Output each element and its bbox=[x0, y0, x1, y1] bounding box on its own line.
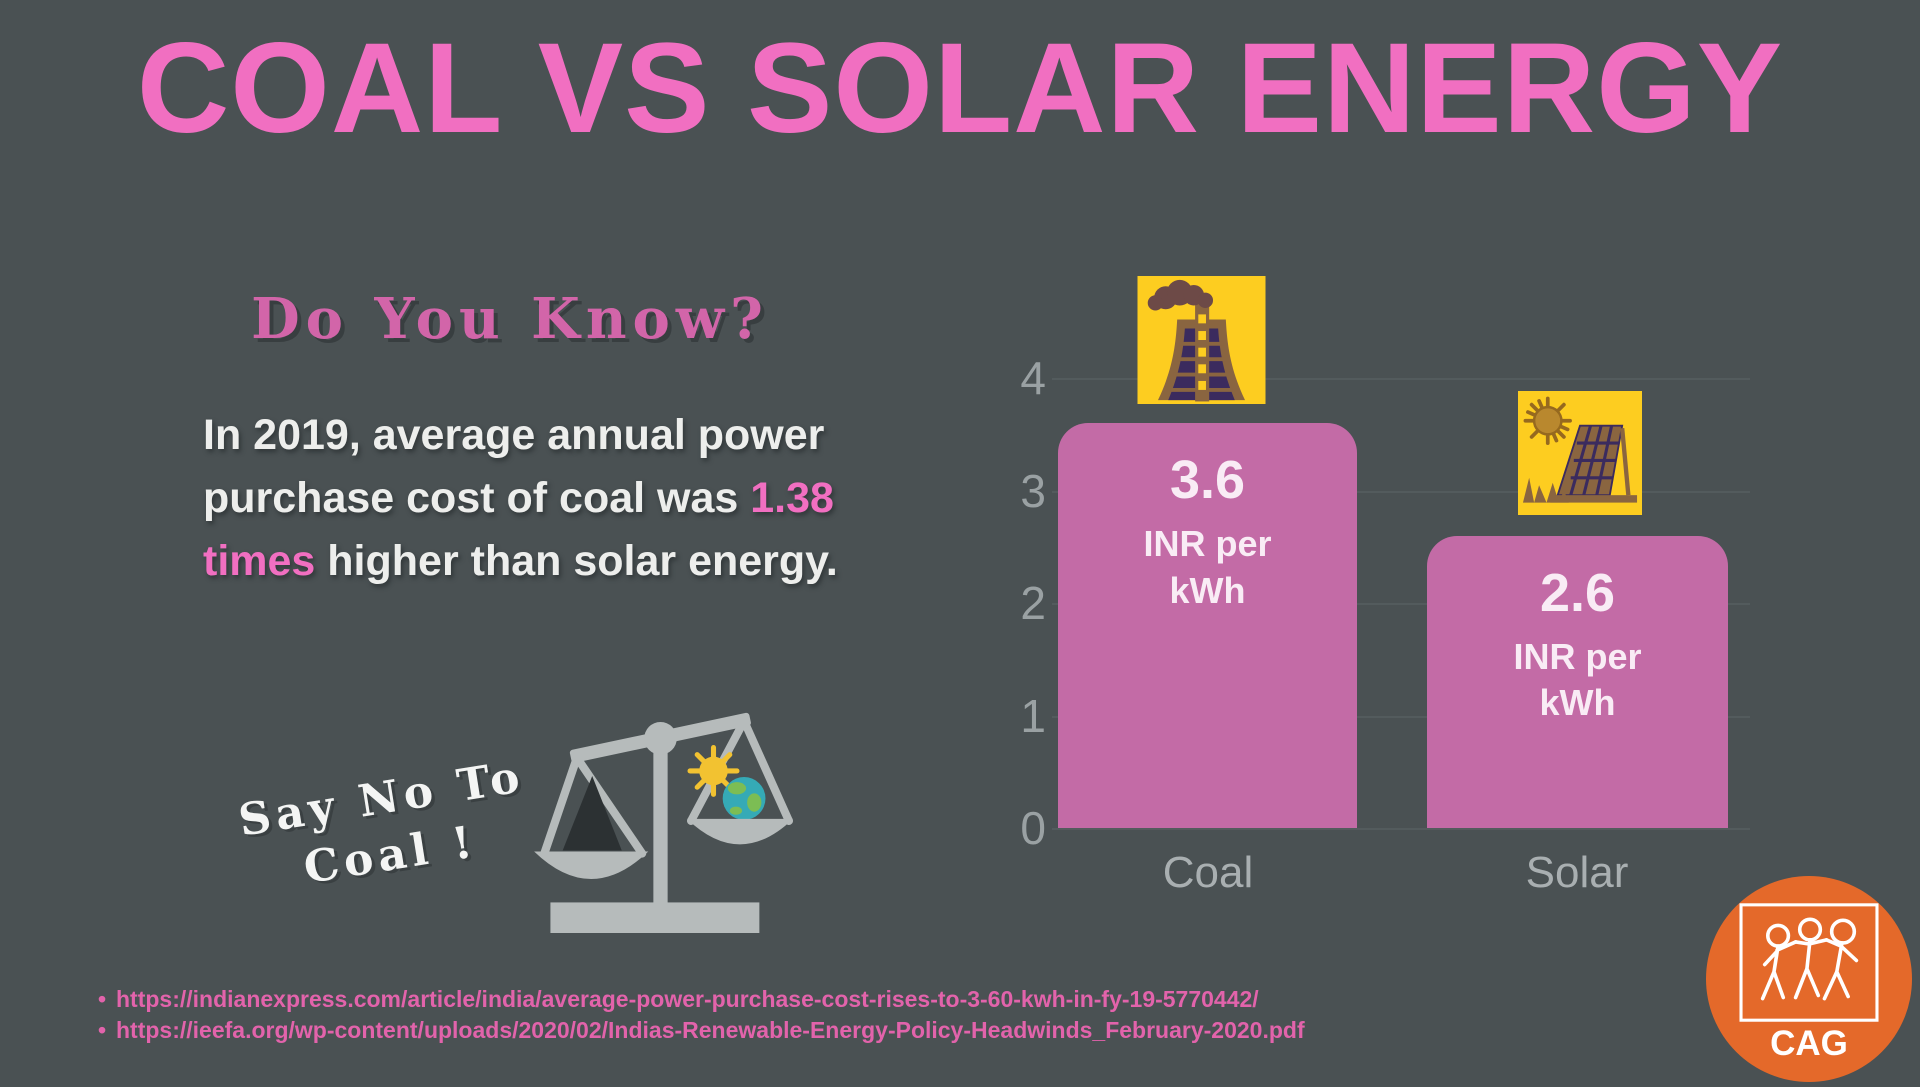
stick-figures-icon bbox=[1760, 917, 1859, 1001]
solar-bar-value: 2.6 bbox=[1539, 562, 1616, 623]
x-label-coal: Coal bbox=[1162, 848, 1254, 897]
source-url-2[interactable]: https://ieefa.org/wp-content/uploads/202… bbox=[116, 1017, 1305, 1043]
smoke-cloud bbox=[1147, 279, 1214, 311]
balance-scale-icon bbox=[528, 703, 793, 951]
gridline bbox=[1052, 715, 1750, 718]
page-title: COAL VS SOLAR ENERGY bbox=[136, 17, 1784, 160]
coal-bar-unit: INR per kWh bbox=[1058, 521, 1357, 615]
y-tick-label: 0 bbox=[1020, 802, 1046, 854]
gridline bbox=[1052, 490, 1750, 493]
source-url-1[interactable]: https://indianexpress.com/article/india/… bbox=[116, 986, 1259, 1012]
slogan: Say No To Coal ! bbox=[229, 747, 543, 907]
fact-highlight: 1.38 times bbox=[203, 474, 834, 586]
bullet-icon: • bbox=[98, 986, 107, 1012]
coal-power-plant-icon bbox=[1137, 276, 1266, 404]
unit-line1: INR per bbox=[1513, 635, 1642, 677]
gridline bbox=[1052, 828, 1750, 830]
do-you-know-heading: Do You Know? bbox=[251, 286, 769, 352]
y-tick-label: 3 bbox=[1020, 464, 1046, 517]
earth-icon bbox=[722, 777, 766, 820]
bar-chart: 0 1 2 3 4 bbox=[1000, 276, 1775, 930]
cag-logo-text: CAG bbox=[1770, 1024, 1848, 1063]
bullet-icon: • bbox=[98, 1017, 107, 1043]
sun-icon bbox=[687, 744, 740, 797]
solar-bar: 2.6 INR per kWh bbox=[1427, 535, 1728, 828]
unit-line2: kWh bbox=[1169, 569, 1246, 611]
solar-bar-unit: INR per kWh bbox=[1427, 634, 1728, 728]
balance-scale-svg bbox=[534, 712, 793, 933]
sun-icon bbox=[1523, 396, 1572, 445]
unit-line1: INR per bbox=[1143, 523, 1272, 564]
solar-panel-icon bbox=[1518, 391, 1642, 515]
coal-bar-value: 3.6 bbox=[1169, 450, 1246, 510]
coal-bar: 3.6 INR per kWh bbox=[1058, 423, 1357, 828]
sources-list: • https://indianexpress.com/article/india… bbox=[98, 984, 1305, 1046]
cag-logo-svg: CAG bbox=[1706, 876, 1912, 1082]
y-tick-label: 1 bbox=[1020, 689, 1046, 742]
gridline bbox=[1052, 603, 1750, 605]
source-link[interactable]: • https://indianexpress.com/article/india… bbox=[98, 984, 1305, 1015]
gridline bbox=[1052, 378, 1750, 380]
grass bbox=[1522, 477, 1569, 503]
y-tick-label: 4 bbox=[1020, 352, 1046, 404]
x-label-solar: Solar bbox=[1525, 848, 1629, 897]
fact-part2: higher than solar energy. bbox=[315, 537, 838, 586]
cag-logo: CAG bbox=[1706, 876, 1912, 1082]
source-link[interactable]: • https://ieefa.org/wp-content/uploads/20… bbox=[98, 1015, 1305, 1046]
fact-part1: In 2019, average annual power purchase c… bbox=[203, 411, 825, 523]
y-tick-label: 2 bbox=[1020, 577, 1046, 629]
fact-paragraph: In 2019, average annual power purchase c… bbox=[203, 404, 863, 594]
unit-line2: kWh bbox=[1539, 682, 1616, 724]
